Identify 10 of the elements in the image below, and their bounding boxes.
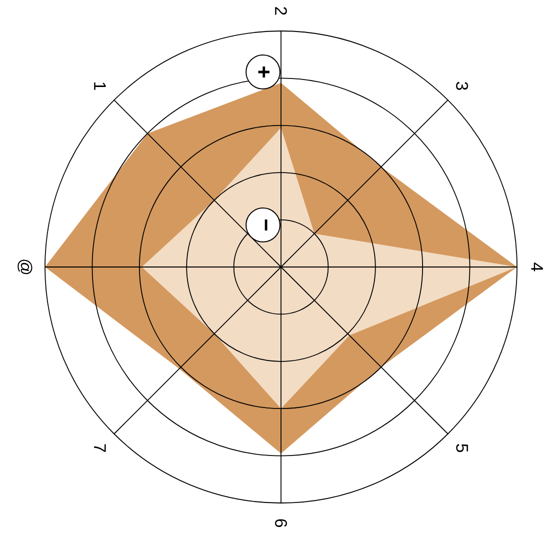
spoke-label: 3: [456, 82, 468, 90]
spoke-label: 4: [531, 262, 543, 272]
text: +: [258, 66, 270, 78]
spoke-label: 6: [275, 519, 287, 528]
text: −: [264, 220, 268, 230]
spoke-label: 5: [456, 444, 468, 452]
spoke-label: 7: [94, 444, 106, 452]
spoke-label: 2: [275, 7, 287, 15]
spoke-label: 1: [94, 82, 106, 90]
spoke-label: @: [18, 260, 32, 274]
